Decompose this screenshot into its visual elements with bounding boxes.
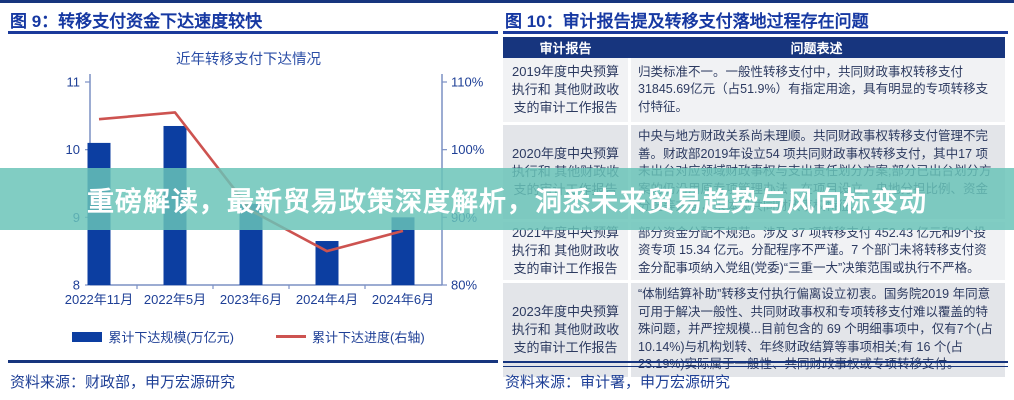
issue-cell: 部分资金分配不规范。涉及 37 项转移支付 452.43 亿元和9个投资专项 1… [628, 221, 1005, 280]
right-axis-label: 80% [451, 278, 477, 293]
x-axis-label: 2022年5月 [144, 292, 206, 307]
right-axis-label: 100% [451, 142, 485, 157]
legend-item-scale: 累计下达规模(万亿元) [72, 327, 234, 346]
figure10-title-rule [503, 31, 1008, 34]
x-axis-label: 2024年6月 [372, 292, 434, 307]
chart-bar [391, 217, 415, 285]
header-report: 审计报告 [539, 41, 592, 56]
left-axis-label: 8 [73, 278, 80, 293]
x-axis-label: 2024年4月 [296, 292, 358, 307]
table-row: 2019年度中央预算执行和 其他财政收支的审计工作报告 归类标准不一。一般性转移支… [503, 58, 1005, 125]
top-border-line [0, 0, 1014, 3]
figure9-bottom-rule [8, 360, 498, 363]
headline-banner-text: 重磅解读，最新贸易政策深度解析，洞悉未来贸易趋势与风向标变动 [87, 186, 927, 217]
report-cell: 2021年度中央预算执行和 其他财政收支的审计工作报告 [511, 224, 620, 276]
table-row: 2023年度中央预算执行和 其他财政收支的审计工作报告 “体制结算补助”转移支付执… [503, 283, 1005, 377]
line-swatch-icon [276, 335, 306, 338]
table-row: 2021年度中央预算执行和 其他财政收支的审计工作报告 部分资金分配不规范。涉及 … [503, 221, 1005, 283]
legend-label-progress: 累计下达进度(右轴) [312, 330, 425, 345]
report-cell: 2023年度中央预算执行和 其他财政收支的审计工作报告 [511, 303, 620, 355]
audit-table-header: 审计报告 问题表述 [503, 37, 1005, 58]
issue-cell: 归类标准不一。一般性转移支付中，共同财政事权转移支付31845.69亿元（占51… [628, 58, 1005, 122]
chart-title: 近年转移支付下达情况 [176, 52, 321, 68]
legend-label-scale: 累计下达规模(万亿元) [108, 330, 234, 345]
right-axis-label: 110% [451, 75, 484, 90]
chart-legend: 累计下达规模(万亿元) 累计下达进度(右轴) [0, 327, 497, 346]
figure10-bottom-rule-inner [503, 365, 1008, 367]
x-axis-label: 2022年11月 [65, 292, 133, 307]
figure9-title: 图 9：转移支付资金下达速度较快 [10, 12, 263, 31]
bar-swatch-icon [72, 331, 103, 342]
x-axis-label: 2023年6月 [220, 292, 282, 307]
legend-item-progress: 累计下达进度(右轴) [276, 327, 425, 346]
figure10-bottom-rule-outer [503, 361, 1008, 363]
figure9-title-rule [8, 31, 498, 34]
header-issue: 问题表述 [790, 41, 843, 56]
issue-cell: “体制结算补助”转移支付执行偏离设立初衷。国务院2019 年同意可用于解决一般性… [628, 283, 1005, 377]
chart-bar [315, 241, 339, 285]
left-axis-label: 11 [67, 75, 81, 90]
report-cell: 2019年度中央预算执行和 其他财政收支的审计工作报告 [511, 64, 620, 115]
left-axis-label: 10 [66, 142, 80, 157]
figure10-source: 资料来源：审计署，申万宏源研究 [505, 374, 731, 391]
headline-banner-overlay: 重磅解读，最新贸易政策深度解析，洞悉未来贸易趋势与风向标变动 [0, 168, 1014, 230]
figure10-title: 图 10：审计报告提及转移支付落地过程存在问题 [505, 12, 869, 31]
figure9-source: 资料来源：财政部，申万宏源研究 [10, 374, 236, 391]
